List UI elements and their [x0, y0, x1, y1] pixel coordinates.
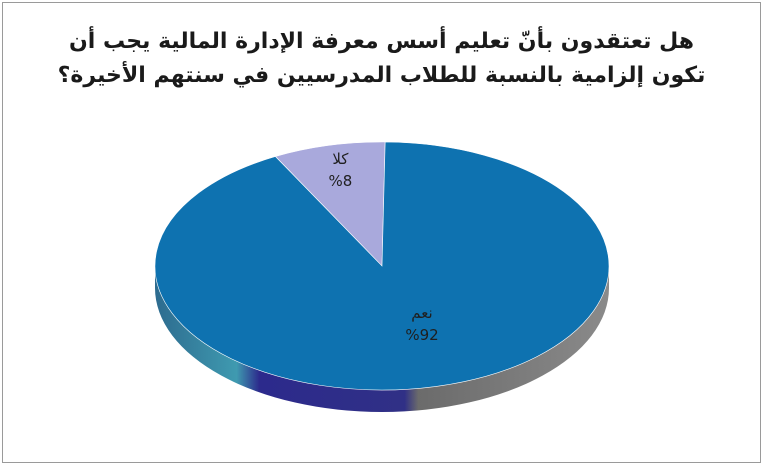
slice-yes	[154, 141, 610, 391]
slice-yes-value-label: %92	[405, 326, 438, 344]
slice-no	[274, 141, 386, 267]
chart-title-line-1: هل تعتقدون بأنّ تعليم أسس معرفة الإدارة …	[69, 29, 694, 54]
pie-side-wall	[155, 266, 609, 412]
chart-title: هل تعتقدون بأنّ تعليم أسس معرفة الإدارة …	[23, 25, 740, 93]
slice-no-value-label: %8	[328, 172, 352, 190]
chart-title-line-2: تكون إلزامية بالنسبة للطلاب المدرسيين في…	[57, 63, 706, 88]
slice-yes-label: نعم	[411, 304, 432, 322]
slice-no-label: كلا	[332, 150, 349, 168]
pie-group	[154, 141, 610, 412]
